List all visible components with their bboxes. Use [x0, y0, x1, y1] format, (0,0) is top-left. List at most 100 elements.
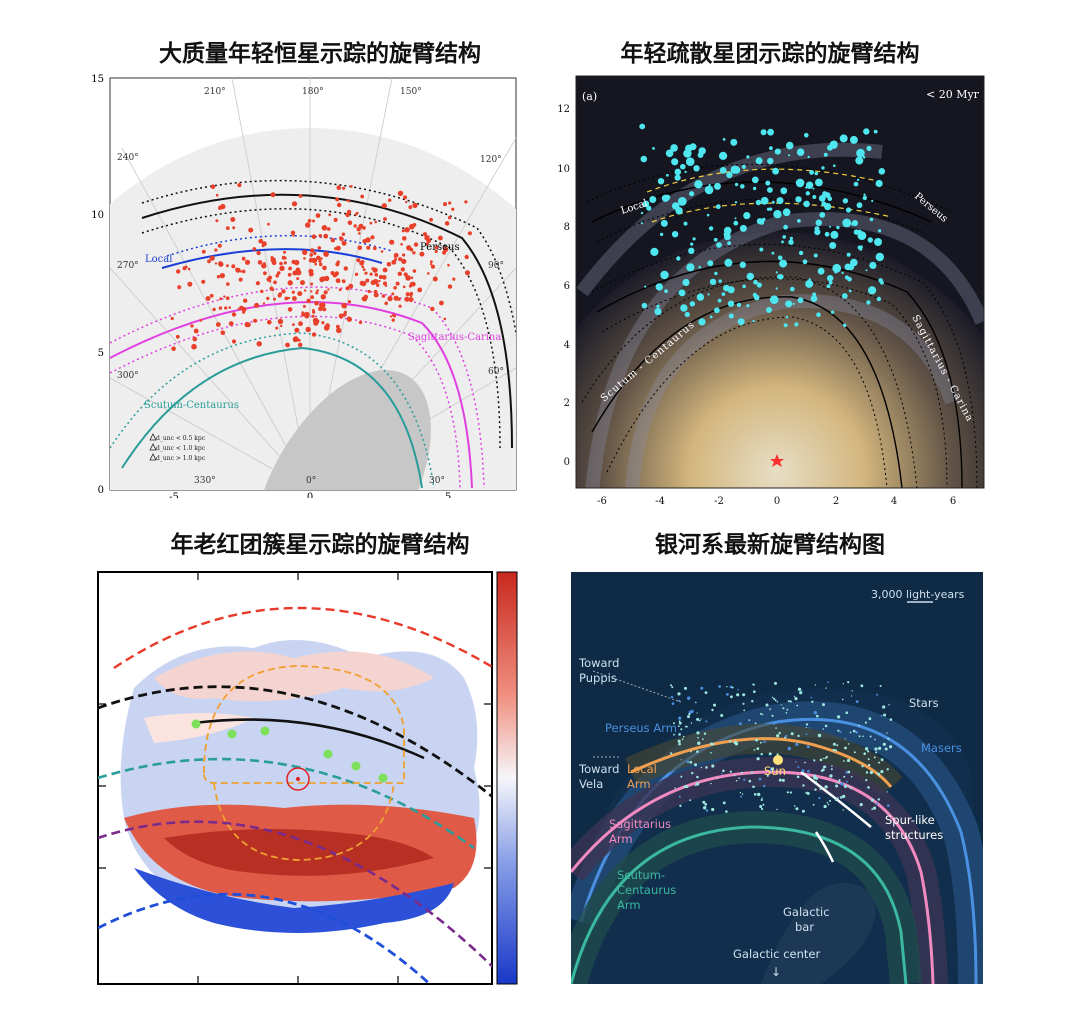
star-point [226, 282, 230, 286]
star-point [267, 222, 270, 226]
star-point [451, 207, 455, 211]
cluster-point [878, 278, 883, 283]
star-point [276, 271, 281, 275]
star-point [218, 207, 221, 210]
star-point [412, 269, 417, 273]
star-point [789, 700, 792, 703]
star-point [778, 778, 782, 782]
star-point [287, 296, 291, 300]
star-point [670, 695, 674, 699]
star-point [846, 780, 848, 783]
star-point [316, 255, 321, 261]
star-point [311, 332, 317, 337]
star-point [201, 249, 206, 254]
star-point [312, 310, 316, 314]
star-point [384, 284, 388, 287]
star-point [341, 279, 346, 284]
star-point [823, 757, 825, 760]
cluster-point [746, 272, 754, 281]
cluster-point [708, 183, 711, 187]
star-point [430, 264, 436, 269]
cluster-point [878, 168, 886, 175]
star-point [398, 304, 402, 308]
cluster-point [772, 167, 779, 175]
star-point [318, 262, 323, 267]
star-point [409, 223, 415, 230]
star-point [388, 198, 392, 202]
cluster-point [716, 242, 722, 248]
star-point [795, 807, 799, 811]
star-point [308, 268, 314, 274]
star-point [372, 267, 378, 273]
label-local-arm-2: Arm [627, 777, 651, 791]
star-point [696, 712, 698, 714]
star-point [401, 258, 407, 264]
cluster-point [743, 212, 751, 220]
cluster-point [713, 237, 718, 242]
cluster-point [650, 247, 659, 256]
tracer-point-4 [323, 749, 333, 759]
cluster-point [766, 307, 772, 313]
cluster-point [862, 195, 867, 201]
label-galactic-center: Galactic center [733, 947, 820, 961]
star-point [175, 334, 180, 339]
star-point [864, 721, 867, 724]
star-point [818, 797, 821, 800]
cluster-point [856, 202, 863, 209]
cluster-point [709, 278, 717, 286]
star-point [301, 311, 304, 314]
star-point [811, 700, 814, 703]
star-point [831, 765, 833, 767]
star-point [252, 247, 257, 251]
star-point [722, 769, 725, 773]
star-point [807, 769, 810, 773]
cluster-point [812, 187, 815, 190]
star-point [776, 734, 780, 738]
star-point [279, 265, 285, 271]
cluster-point [863, 193, 866, 196]
star-point [395, 281, 400, 286]
star-point [855, 731, 858, 734]
star-point [806, 745, 810, 749]
star-point [679, 804, 682, 807]
star-point [212, 307, 216, 312]
cluster-point [771, 200, 775, 204]
star-point [698, 719, 701, 722]
title-top-right: 年轻疏散星团示踪的旋臂结构 [620, 41, 920, 67]
cluster-point [851, 222, 855, 226]
star-point [743, 709, 746, 712]
star-point [720, 714, 724, 717]
star-point [869, 735, 872, 738]
star-point [408, 284, 412, 288]
star-point [826, 801, 829, 804]
star-point [683, 785, 687, 789]
cluster-point [769, 295, 779, 304]
label-stars: Stars [909, 696, 939, 710]
x-tick-neg6: -6 [597, 496, 607, 507]
cluster-point [755, 157, 763, 165]
star-point [263, 271, 267, 276]
star-point [312, 219, 315, 223]
star-point [191, 343, 197, 350]
star-point [345, 286, 350, 291]
star-point [290, 230, 296, 235]
star-point [813, 711, 817, 715]
cluster-point [783, 323, 788, 328]
star-point [427, 272, 430, 275]
star-point [215, 193, 219, 197]
star-point [694, 763, 697, 767]
star-point [839, 796, 843, 799]
star-point [876, 693, 879, 696]
star-point [705, 720, 708, 723]
star-point [853, 751, 856, 754]
cluster-point [805, 186, 808, 189]
star-point [805, 726, 807, 729]
cluster-point [694, 180, 703, 189]
star-point [335, 247, 338, 250]
star-point [711, 764, 715, 768]
cluster-point [783, 224, 788, 230]
star-point [284, 296, 289, 301]
star-point [401, 229, 405, 233]
label-galactic-bar-1: Galactic [783, 905, 830, 919]
star-point [391, 292, 395, 296]
